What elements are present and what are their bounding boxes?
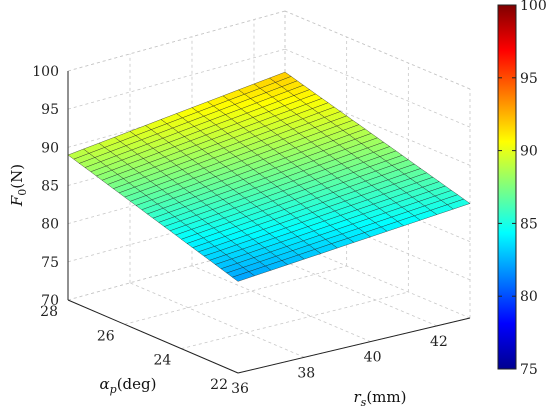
z-axis-label: F0(N) (8, 164, 29, 207)
colorbar-tick-label: 80 (520, 289, 538, 305)
x-tick-label: 42 (430, 334, 448, 350)
box-edge (284, 10, 471, 90)
colorbar-tick-label: 95 (520, 71, 538, 87)
grid-line (67, 10, 286, 72)
grid-line (181, 291, 409, 350)
y-tick-label: 22 (210, 377, 228, 393)
surface-patch (446, 198, 471, 210)
z-tick-label: 90 (41, 140, 59, 156)
colorbar-tick-label: 100 (520, 0, 547, 14)
x-axis-label: rs(mm) (354, 388, 407, 409)
x-axis-line (237, 317, 471, 374)
colorbar-tick-label: 90 (520, 144, 538, 160)
z-tick-label: 85 (41, 179, 59, 195)
grid-line (124, 265, 347, 325)
y-tick-label: 24 (154, 353, 172, 369)
colorbar-ticks: 75 80 85 90 95 100 (498, 0, 547, 378)
y-axis-label: αp(deg) (100, 375, 157, 396)
y-tick-label: 28 (40, 304, 58, 320)
z-tick-label: 95 (41, 102, 59, 118)
z-tick-label: 100 (32, 64, 59, 80)
z-tick-label: 80 (41, 217, 59, 233)
colorbar (497, 4, 517, 370)
y-axis-line (67, 299, 239, 374)
colorbar-tick-label: 75 (520, 362, 538, 378)
grid-line (191, 265, 371, 342)
x-tick-label: 36 (231, 381, 249, 397)
z-tick-label: 75 (41, 255, 59, 271)
tick-labels: 70 75 80 85 90 95 100 22 24 26 28 36 38 40 42 (32, 64, 448, 397)
z-tick-label: 70 (41, 293, 59, 309)
x-tick-label: 38 (297, 365, 315, 381)
surface-plot (67, 71, 471, 282)
y-tick-label: 26 (97, 328, 115, 344)
grid-line (129, 282, 305, 358)
colorbar-tick-label: 85 (520, 216, 538, 232)
axis-lines (67, 71, 471, 374)
x-tick-label: 40 (364, 350, 382, 366)
grid-line (67, 48, 286, 110)
box-edge (67, 10, 286, 72)
